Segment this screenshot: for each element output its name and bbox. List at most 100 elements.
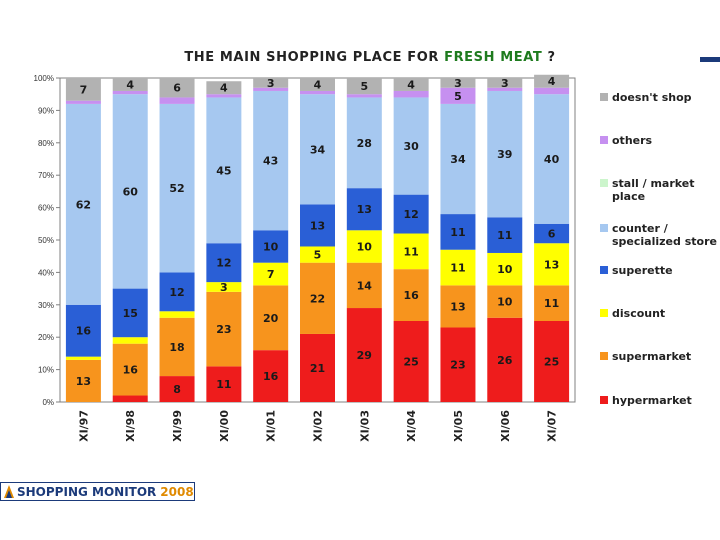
bar-segment xyxy=(112,94,148,289)
bar-segment xyxy=(159,97,195,104)
data-label: 16 xyxy=(403,289,419,302)
chart-title-end: ? xyxy=(542,50,556,65)
bar-segment xyxy=(112,288,148,338)
bar-segment xyxy=(346,97,382,189)
bar-segment xyxy=(300,78,335,91)
data-label: 16 xyxy=(263,370,279,383)
bar-segment xyxy=(534,87,570,95)
bar-segment xyxy=(206,291,242,367)
legend-swatch xyxy=(600,224,608,232)
data-label: 34 xyxy=(310,143,326,156)
category-label: XI/99 xyxy=(171,410,184,442)
data-label: 18 xyxy=(169,341,184,354)
bar-segment xyxy=(65,304,101,357)
bar-segment xyxy=(253,350,289,402)
data-label: 10 xyxy=(357,240,373,253)
data-label: 11 xyxy=(497,229,512,242)
legend-swatch xyxy=(600,396,608,404)
bar-segment xyxy=(112,78,148,91)
bar-segment xyxy=(440,103,476,215)
bar-segment xyxy=(65,356,101,360)
data-label: 12 xyxy=(403,208,418,221)
bar-segment xyxy=(300,262,335,334)
category-label: XI/03 xyxy=(358,410,371,442)
legend-swatch xyxy=(600,179,608,187)
data-label: 5 xyxy=(314,249,322,262)
bar-segment xyxy=(206,94,242,98)
legend-label: stall / market place xyxy=(612,177,695,203)
data-label: 43 xyxy=(263,155,278,168)
bar-segment xyxy=(487,285,523,318)
category-label: XI/04 xyxy=(405,410,418,442)
data-label: 10 xyxy=(497,296,513,309)
bar-segment xyxy=(393,269,429,321)
bar-segment xyxy=(393,78,429,91)
bar-segment xyxy=(534,321,570,402)
y-tick-label: 20% xyxy=(38,333,54,342)
bar-segment xyxy=(159,311,195,318)
data-label: 10 xyxy=(263,240,279,253)
data-label: 10 xyxy=(497,263,513,276)
data-label: 7 xyxy=(267,268,275,281)
data-label: 13 xyxy=(450,300,465,313)
data-label: 13 xyxy=(310,219,325,232)
bar-segment xyxy=(206,81,242,95)
legend-swatch xyxy=(600,93,608,101)
bar-segment xyxy=(440,214,476,250)
y-tick-label: 30% xyxy=(38,301,54,310)
data-label: 60 xyxy=(123,185,139,198)
category-label: XI/02 xyxy=(312,410,325,442)
bar-segment xyxy=(393,321,429,402)
y-tick-label: 90% xyxy=(38,106,54,115)
data-label: 4 xyxy=(126,78,134,91)
data-label: 13 xyxy=(544,258,559,271)
data-label: 25 xyxy=(403,356,418,369)
data-label: 16 xyxy=(123,364,139,377)
bar-segment xyxy=(112,395,148,402)
logo-mark-icon xyxy=(4,485,14,498)
data-label: 25 xyxy=(544,356,559,369)
bar-segment xyxy=(159,317,195,377)
y-tick-label: 50% xyxy=(38,236,54,245)
bar-segment xyxy=(487,90,523,218)
legend-label: superette xyxy=(612,264,673,277)
data-label: 23 xyxy=(450,359,465,372)
bar-segment xyxy=(65,359,101,402)
bar-segment xyxy=(393,233,429,270)
bar-segment xyxy=(300,94,335,205)
data-label: 6 xyxy=(173,82,181,95)
data-label: 62 xyxy=(76,198,91,211)
bar-segment xyxy=(393,97,429,195)
bar-segment xyxy=(65,78,101,101)
logo-year: 2008 xyxy=(160,485,194,499)
data-label: 30 xyxy=(403,140,419,153)
bar-segment xyxy=(440,78,476,88)
legend-swatch xyxy=(600,136,608,144)
bar-segment xyxy=(253,90,289,231)
bar-segment xyxy=(206,243,242,283)
data-label: 13 xyxy=(357,203,372,216)
data-label: 11 xyxy=(403,245,418,258)
bar-segment xyxy=(206,97,242,244)
y-tick-label: 80% xyxy=(38,139,54,148)
data-label: 28 xyxy=(357,137,372,150)
bar-segment xyxy=(112,90,148,95)
data-label: 11 xyxy=(450,262,465,275)
data-label: 6 xyxy=(548,228,556,241)
data-label: 16 xyxy=(76,325,92,338)
legend-label: supermarket xyxy=(612,350,692,363)
bar-segment xyxy=(300,204,335,247)
data-label: 40 xyxy=(544,153,560,166)
data-label: 3 xyxy=(501,77,509,90)
data-label: 21 xyxy=(310,362,325,375)
legend-swatch xyxy=(600,309,608,317)
bar-segment xyxy=(159,78,195,98)
bar-segment xyxy=(534,285,570,321)
bar-segment xyxy=(440,327,476,402)
chart-title-highlight: FRESH MEAT xyxy=(444,50,543,65)
y-tick-label: 60% xyxy=(38,204,54,213)
data-label: 7 xyxy=(80,83,88,96)
legend-label: discount xyxy=(612,307,666,320)
y-tick-label: 70% xyxy=(38,171,54,180)
data-label: 4 xyxy=(314,78,322,91)
